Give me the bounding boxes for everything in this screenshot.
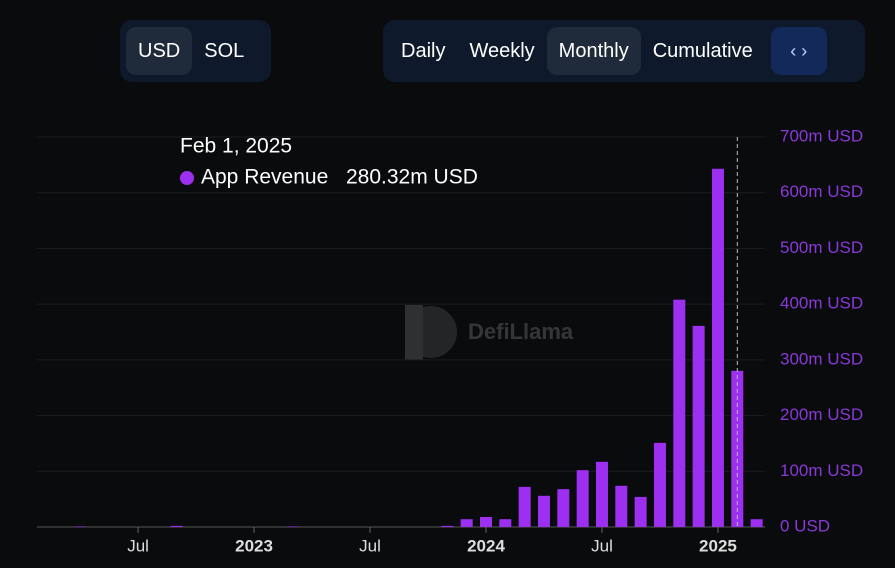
tooltip-value: 280.32m USD	[346, 166, 478, 189]
bar	[576, 470, 589, 527]
bar	[74, 526, 87, 527]
bar	[615, 485, 628, 527]
toggle-button[interactable]: Monthly	[546, 27, 641, 75]
y-tick-label: 400m USD	[780, 294, 863, 313]
x-tick-label: 2023	[235, 536, 273, 555]
watermark: DefiLlama	[405, 305, 574, 360]
bar	[480, 516, 492, 527]
y-tick-label: 0 USD	[780, 516, 830, 535]
y-tick-label: 200m USD	[780, 405, 863, 424]
bar	[557, 489, 570, 527]
embed-button[interactable]: ‹ ›	[770, 27, 827, 75]
bar	[537, 495, 550, 527]
y-tick-label: 700m USD	[780, 126, 863, 145]
bar	[595, 461, 608, 527]
toggle-button[interactable]: USD	[126, 27, 193, 75]
x-tick-label: Jul	[359, 536, 381, 555]
x-tick-label: Jul	[127, 536, 149, 555]
bar	[653, 442, 666, 527]
bar	[634, 496, 647, 527]
watermark-text: DefiLlama	[468, 319, 574, 344]
watermark-logo	[405, 306, 457, 358]
watermark-logo	[405, 305, 423, 360]
currency-toggle: USD SOL	[120, 20, 271, 82]
bar	[692, 325, 705, 527]
toggle-button[interactable]: SOL	[204, 40, 245, 62]
bar	[286, 526, 299, 527]
period-toggle: Daily Weekly Monthly Cumulative ‹ ›	[383, 20, 865, 82]
toggle-button[interactable]: Daily	[401, 40, 446, 62]
bar	[460, 519, 473, 527]
x-tick-label: Jul	[591, 536, 613, 555]
tooltip-series: App Revenue	[201, 166, 328, 189]
y-tick-label: 600m USD	[780, 182, 863, 201]
y-tick-label: 300m USD	[780, 349, 863, 368]
bar	[441, 525, 454, 527]
bar	[170, 525, 183, 527]
x-tick-label: 2024	[467, 536, 505, 555]
bar	[711, 168, 724, 527]
bar	[750, 519, 763, 527]
bar	[518, 486, 531, 527]
y-tick-label: 500m USD	[780, 238, 863, 257]
bar	[499, 519, 512, 527]
y-tick-label: 100m USD	[780, 461, 863, 480]
bar	[673, 299, 686, 527]
toggle-button[interactable]: Weekly	[469, 40, 535, 62]
x-tick-label: 2025	[699, 536, 737, 555]
toggle-button[interactable]: Cumulative	[652, 40, 753, 62]
tooltip-date: Feb 1, 2025	[180, 135, 292, 158]
tooltip-swatch	[180, 171, 194, 185]
